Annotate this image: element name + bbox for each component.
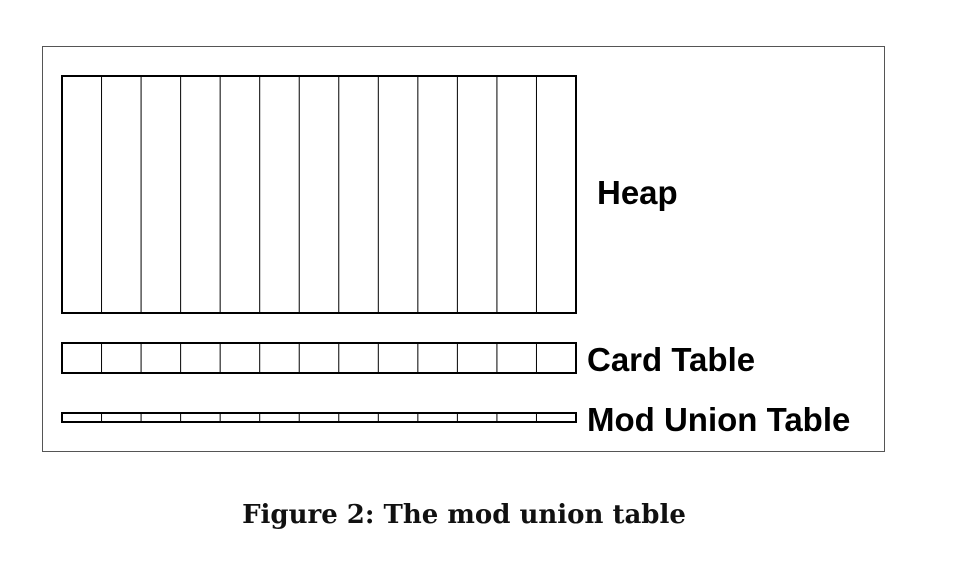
card-table-block [61,342,577,374]
mod-union-table-block [61,412,577,423]
card-table-outline [61,342,577,374]
mod-union-table-label: Mod Union Table [587,401,851,438]
mod-union-table-outline [61,412,577,423]
heap-outline [61,75,577,314]
heap-label: Heap [597,174,678,211]
card-table-label: Card Table [587,341,756,378]
figure-caption: Figure 2: The mod union table [242,500,686,530]
figure-frame [42,46,885,452]
heap-block [61,75,577,314]
